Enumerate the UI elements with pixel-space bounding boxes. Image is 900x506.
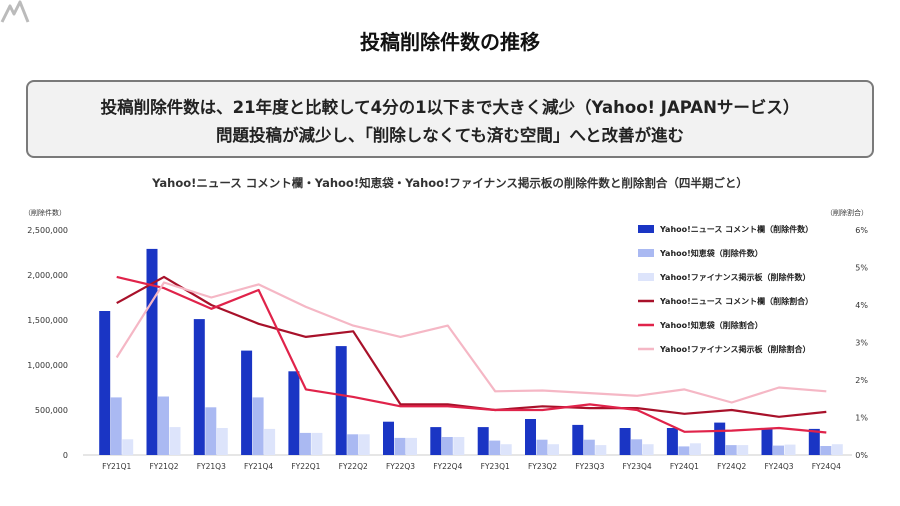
bar-series-3-FY22Q4 <box>453 437 465 455</box>
bar-series-2-FY23Q4 <box>631 439 643 456</box>
highlight-line-1: 投稿削除件数は、21年度と比較して4分の1以下まで大きく減少（Yahoo! JA… <box>100 98 800 117</box>
bar-series-2-FY21Q1 <box>110 397 122 455</box>
bar-series-2-FY24Q1 <box>678 446 690 455</box>
left-tick-label: 2,500,000 <box>27 226 68 235</box>
bar-series-2-FY24Q2 <box>725 445 737 455</box>
brand-logo-icon <box>0 0 30 23</box>
highlight-line-2: 問題投稿が減少し、「削除しなくても済む空間」へと改善が進む <box>215 126 685 145</box>
x-tick-label: FY21Q3 <box>197 462 226 471</box>
highlight-box: 投稿削除件数は、21年度と比較して4分の1以下まで大きく減少（Yahoo! JA… <box>26 80 874 158</box>
bar-series-3-FY22Q2 <box>358 434 370 455</box>
bar-series-1-FY24Q1 <box>666 428 678 455</box>
left-axis-label: （削除件数） <box>24 208 66 217</box>
bar-series-1-FY22Q2 <box>335 346 347 455</box>
bar-series-1-FY21Q2 <box>146 248 158 455</box>
right-tick-label: 4% <box>855 301 868 310</box>
bar-series-2-FY24Q3 <box>773 445 784 455</box>
legend-swatch-2 <box>638 249 654 257</box>
x-tick-label: FY24Q4 <box>812 462 841 471</box>
x-tick-label: FY23Q4 <box>623 462 652 471</box>
left-tick-label: 2,000,000 <box>27 271 68 280</box>
right-tick-label: 3% <box>855 339 868 348</box>
bar-series-1-FY23Q1 <box>477 427 489 455</box>
bar-series-2-FY22Q2 <box>347 434 359 455</box>
bar-series-3-FY24Q2 <box>737 445 749 455</box>
bar-series-2-FY23Q3 <box>583 439 595 455</box>
bar-series-3-FY21Q2 <box>169 427 181 455</box>
legend-label-3: Yahoo!ファイナンス掲示板（削除件数） <box>659 272 810 282</box>
bar-series-2-FY21Q3 <box>205 407 217 455</box>
bar-series-3-FY21Q3 <box>216 428 228 455</box>
bar-series-3-FY24Q1 <box>689 443 701 455</box>
bar-series-3-FY22Q3 <box>406 437 417 455</box>
legend-label-2: Yahoo!知恵袋（削除件数） <box>659 248 763 258</box>
right-tick-label: 6% <box>855 226 868 235</box>
right-tick-label: 5% <box>855 264 868 273</box>
bar-series-3-FY24Q4 <box>831 444 843 455</box>
legend-swatch-1 <box>638 225 654 233</box>
bar-series-3-FY24Q3 <box>784 444 796 455</box>
bar-series-3-FY22Q1 <box>311 432 323 455</box>
bar-series-1-FY21Q3 <box>193 319 205 455</box>
bar-series-3-FY21Q4 <box>264 428 276 455</box>
right-tick-label: 2% <box>855 376 868 385</box>
bar-series-1-FY22Q1 <box>288 371 300 455</box>
x-tick-label: FY21Q4 <box>244 462 273 471</box>
bar-series-1-FY23Q3 <box>572 424 584 455</box>
bar-series-2-FY22Q1 <box>299 432 311 455</box>
legend-label-5: Yahoo!知恵袋（削除割合） <box>659 320 763 330</box>
line-series-2 <box>116 275 827 434</box>
legend-label-6: Yahoo!ファイナンス掲示板（削除割合） <box>659 344 810 354</box>
bar-series-3-FY23Q2 <box>548 444 559 455</box>
bar-series-1-FY21Q4 <box>241 350 253 455</box>
bar-series-3-FY23Q1 <box>500 444 512 455</box>
line-series-3 <box>115 281 827 404</box>
right-tick-label: 1% <box>855 414 868 423</box>
bar-series-2-FY22Q4 <box>441 437 453 455</box>
bar-series-1-FY24Q2 <box>714 422 726 455</box>
chart-title: Yahoo!ニュース コメント欄・Yahoo!知恵袋・Yahoo!ファイナンス掲… <box>152 176 748 190</box>
bar-series-1-FY22Q3 <box>383 421 394 455</box>
x-tick-label: FY23Q3 <box>575 462 604 471</box>
left-tick-label: 0 <box>63 451 68 460</box>
bar-series-1-FY24Q3 <box>761 428 773 455</box>
x-tick-label: FY24Q2 <box>717 462 746 471</box>
legend-label-1: Yahoo!ニュース コメント欄（削除件数） <box>659 224 813 234</box>
bar-series-2-FY21Q4 <box>252 397 264 455</box>
bar-series-1-FY21Q1 <box>99 311 111 455</box>
x-tick-label: FY23Q1 <box>481 462 510 471</box>
x-tick-label: FY22Q3 <box>386 462 415 471</box>
left-tick-label: 500,000 <box>35 406 68 415</box>
x-tick-label: FY23Q2 <box>528 462 557 471</box>
page-title: 投稿削除件数の推移 <box>360 30 540 54</box>
x-tick-label: FY24Q1 <box>670 462 699 471</box>
right-tick-label: 0% <box>855 451 868 460</box>
left-tick-label: 1,000,000 <box>27 361 68 370</box>
legend-label-4: Yahoo!ニュース コメント欄（削除割合） <box>659 296 813 306</box>
bar-series-3-FY23Q3 <box>595 445 607 455</box>
right-axis-label: （削除割合） <box>826 208 868 217</box>
bar-series-2-FY23Q2 <box>536 439 548 455</box>
bar-series-2-FY21Q2 <box>158 396 169 455</box>
bar-series-3-FY23Q4 <box>642 444 654 455</box>
x-tick-label: FY21Q1 <box>102 462 131 471</box>
bar-series-2-FY24Q4 <box>820 446 832 455</box>
x-tick-label: FY22Q1 <box>291 462 320 471</box>
bar-series-1-FY24Q4 <box>808 428 820 455</box>
bar-series-1-FY23Q4 <box>619 428 631 455</box>
x-tick-label: FY24Q3 <box>764 462 793 471</box>
x-tick-label: FY22Q4 <box>433 462 462 471</box>
bar-series-1-FY23Q2 <box>525 419 536 455</box>
bar-series-3-FY21Q1 <box>122 439 134 456</box>
x-tick-label: FY21Q2 <box>149 462 178 471</box>
bar-series-2-FY23Q1 <box>489 440 501 455</box>
bar-series-2-FY22Q3 <box>394 437 406 455</box>
legend-swatch-3 <box>638 273 654 281</box>
x-tick-label: FY22Q2 <box>339 462 368 471</box>
bar-series-1-FY22Q4 <box>430 427 442 455</box>
left-tick-label: 1,500,000 <box>27 316 68 325</box>
